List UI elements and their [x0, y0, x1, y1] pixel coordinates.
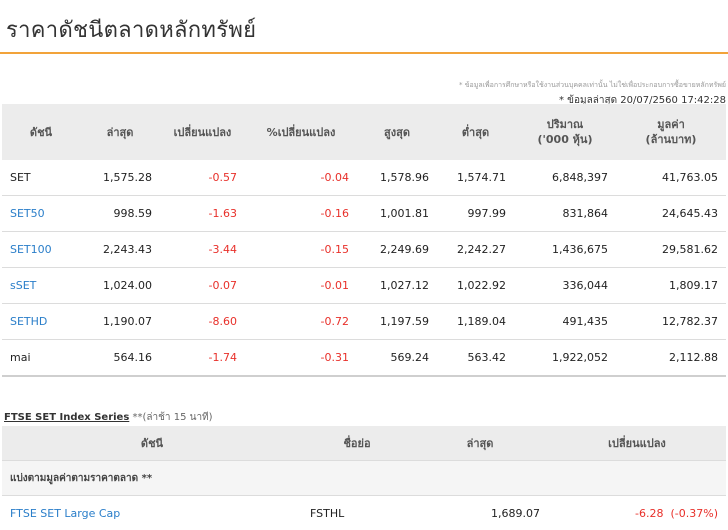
volume-label: ปริมาณ	[547, 118, 584, 131]
last-value: 2,243.43	[80, 232, 160, 268]
high-value: 1,197.59	[357, 304, 437, 340]
ftse-abbr-value: FSTHL	[302, 496, 412, 530]
table-row: sSET 1,024.00 -0.07 -0.01 1,027.12 1,022…	[2, 268, 726, 304]
pct-change-value: -0.01	[245, 268, 357, 304]
index-name: SET	[2, 160, 80, 196]
table-row: FTSE SET Large Cap FSTHL 1,689.07 -6.28 …	[2, 496, 726, 530]
change-value: -0.57	[160, 160, 245, 196]
last-value: 1,024.00	[80, 268, 160, 304]
table-row: SET50 998.59 -1.63 -0.16 1,001.81 997.99…	[2, 196, 726, 232]
ftse-header-row: ดัชนี ชื่อย่อ ล่าสุด เปลี่ยนแปลง	[2, 426, 726, 461]
change-value: -1.74	[160, 340, 245, 377]
ftse-change-cell: -6.28 (-0.37%)	[548, 496, 726, 530]
high-value: 1,001.81	[357, 196, 437, 232]
change-value: -3.44	[160, 232, 245, 268]
index-link-set50[interactable]: SET50	[2, 196, 80, 232]
pct-change-value: -0.04	[245, 160, 357, 196]
high-value: 569.24	[357, 340, 437, 377]
low-value: 997.99	[437, 196, 514, 232]
ftse-delay-note: **(ล่าช้า 15 นาที)	[129, 412, 212, 423]
index-name: mai	[2, 340, 80, 377]
index-link-set100[interactable]: SET100	[2, 232, 80, 268]
trade-value: 29,581.62	[616, 232, 726, 268]
col-header-index[interactable]: ดัชนี	[2, 104, 80, 160]
ftse-col-header-index[interactable]: ดัชนี	[2, 426, 302, 461]
last-value: 1,190.07	[80, 304, 160, 340]
table-row: mai 564.16 -1.74 -0.31 569.24 563.42 1,9…	[2, 340, 726, 377]
ftse-col-header-last[interactable]: ล่าสุด	[412, 426, 548, 461]
index-link-sethd[interactable]: SETHD	[2, 304, 80, 340]
trade-value: 41,763.05	[616, 160, 726, 196]
low-value: 1,574.71	[437, 160, 514, 196]
volume-value: 831,864	[514, 196, 616, 232]
volume-value: 336,044	[514, 268, 616, 304]
index-link-sset[interactable]: sSET	[2, 268, 80, 304]
trade-value: 2,112.88	[616, 340, 726, 377]
col-header-high[interactable]: สูงสุด	[357, 104, 437, 160]
table-header-row: ดัชนี ล่าสุด เปลี่ยนแปลง %เปลี่ยนแปลง สู…	[2, 104, 726, 160]
ftse-group-row: แบ่งตามมูลค่าตามราคาตลาด **	[2, 461, 726, 496]
last-value: 998.59	[80, 196, 160, 232]
ftse-col-header-abbr[interactable]: ชื่อย่อ	[302, 426, 412, 461]
ftse-index-link-large-cap[interactable]: FTSE SET Large Cap	[2, 496, 302, 530]
col-header-last[interactable]: ล่าสุด	[80, 104, 160, 160]
high-value: 2,249.69	[357, 232, 437, 268]
ftse-change-value: -6.28	[635, 507, 663, 520]
ftse-pct-change-value: (-0.37%)	[671, 507, 719, 520]
change-value: -8.60	[160, 304, 245, 340]
disclaimer-note: * ข้อมูลเพื่อการศึกษาหรือใช้งานส่วนบุคคล…	[459, 80, 726, 91]
ftse-col-header-change[interactable]: เปลี่ยนแปลง	[548, 426, 726, 461]
table-row: SET100 2,243.43 -3.44 -0.15 2,249.69 2,2…	[2, 232, 726, 268]
ftse-last-value: 1,689.07	[412, 496, 548, 530]
pct-change-value: -0.16	[245, 196, 357, 232]
value-label: มูลค่า	[657, 118, 685, 131]
volume-value: 6,848,397	[514, 160, 616, 196]
table-row: SET 1,575.28 -0.57 -0.04 1,578.96 1,574.…	[2, 160, 726, 196]
high-value: 1,027.12	[357, 268, 437, 304]
volume-value: 491,435	[514, 304, 616, 340]
last-value: 564.16	[80, 340, 160, 377]
index-price-table: ดัชนี ล่าสุด เปลี่ยนแปลง %เปลี่ยนแปลง สู…	[2, 104, 726, 377]
trade-value: 1,809.17	[616, 268, 726, 304]
value-unit: (ล้านบาท)	[646, 133, 697, 146]
pct-change-value: -0.15	[245, 232, 357, 268]
change-value: -1.63	[160, 196, 245, 232]
low-value: 1,189.04	[437, 304, 514, 340]
col-header-pct-change[interactable]: %เปลี่ยนแปลง	[245, 104, 357, 160]
last-value: 1,575.28	[80, 160, 160, 196]
low-value: 2,242.27	[437, 232, 514, 268]
col-header-value[interactable]: มูลค่า (ล้านบาท)	[616, 104, 726, 160]
pct-change-value: -0.72	[245, 304, 357, 340]
col-header-change[interactable]: เปลี่ยนแปลง	[160, 104, 245, 160]
trade-value: 12,782.37	[616, 304, 726, 340]
table-row: SETHD 1,190.07 -8.60 -0.72 1,197.59 1,18…	[2, 304, 726, 340]
ftse-index-table: ดัชนี ชื่อย่อ ล่าสุด เปลี่ยนแปลง แบ่งตาม…	[2, 426, 726, 530]
trade-value: 24,645.43	[616, 196, 726, 232]
volume-unit: ('000 หุ้น)	[538, 133, 593, 146]
col-header-low[interactable]: ต่ำสุด	[437, 104, 514, 160]
pct-change-value: -0.31	[245, 340, 357, 377]
low-value: 563.42	[437, 340, 514, 377]
ftse-section-caption: FTSE SET Index Series **(ล่าช้า 15 นาที)	[4, 410, 213, 425]
low-value: 1,022.92	[437, 268, 514, 304]
volume-value: 1,922,052	[514, 340, 616, 377]
ftse-group-label: แบ่งตามมูลค่าตามราคาตลาด **	[2, 461, 726, 496]
col-header-volume[interactable]: ปริมาณ ('000 หุ้น)	[514, 104, 616, 160]
title-divider	[0, 52, 728, 54]
change-value: -0.07	[160, 268, 245, 304]
page-title: ราคาดัชนีตลาดหลักทรัพย์	[6, 12, 256, 47]
volume-value: 1,436,675	[514, 232, 616, 268]
ftse-series-title[interactable]: FTSE SET Index Series	[4, 412, 129, 423]
high-value: 1,578.96	[357, 160, 437, 196]
